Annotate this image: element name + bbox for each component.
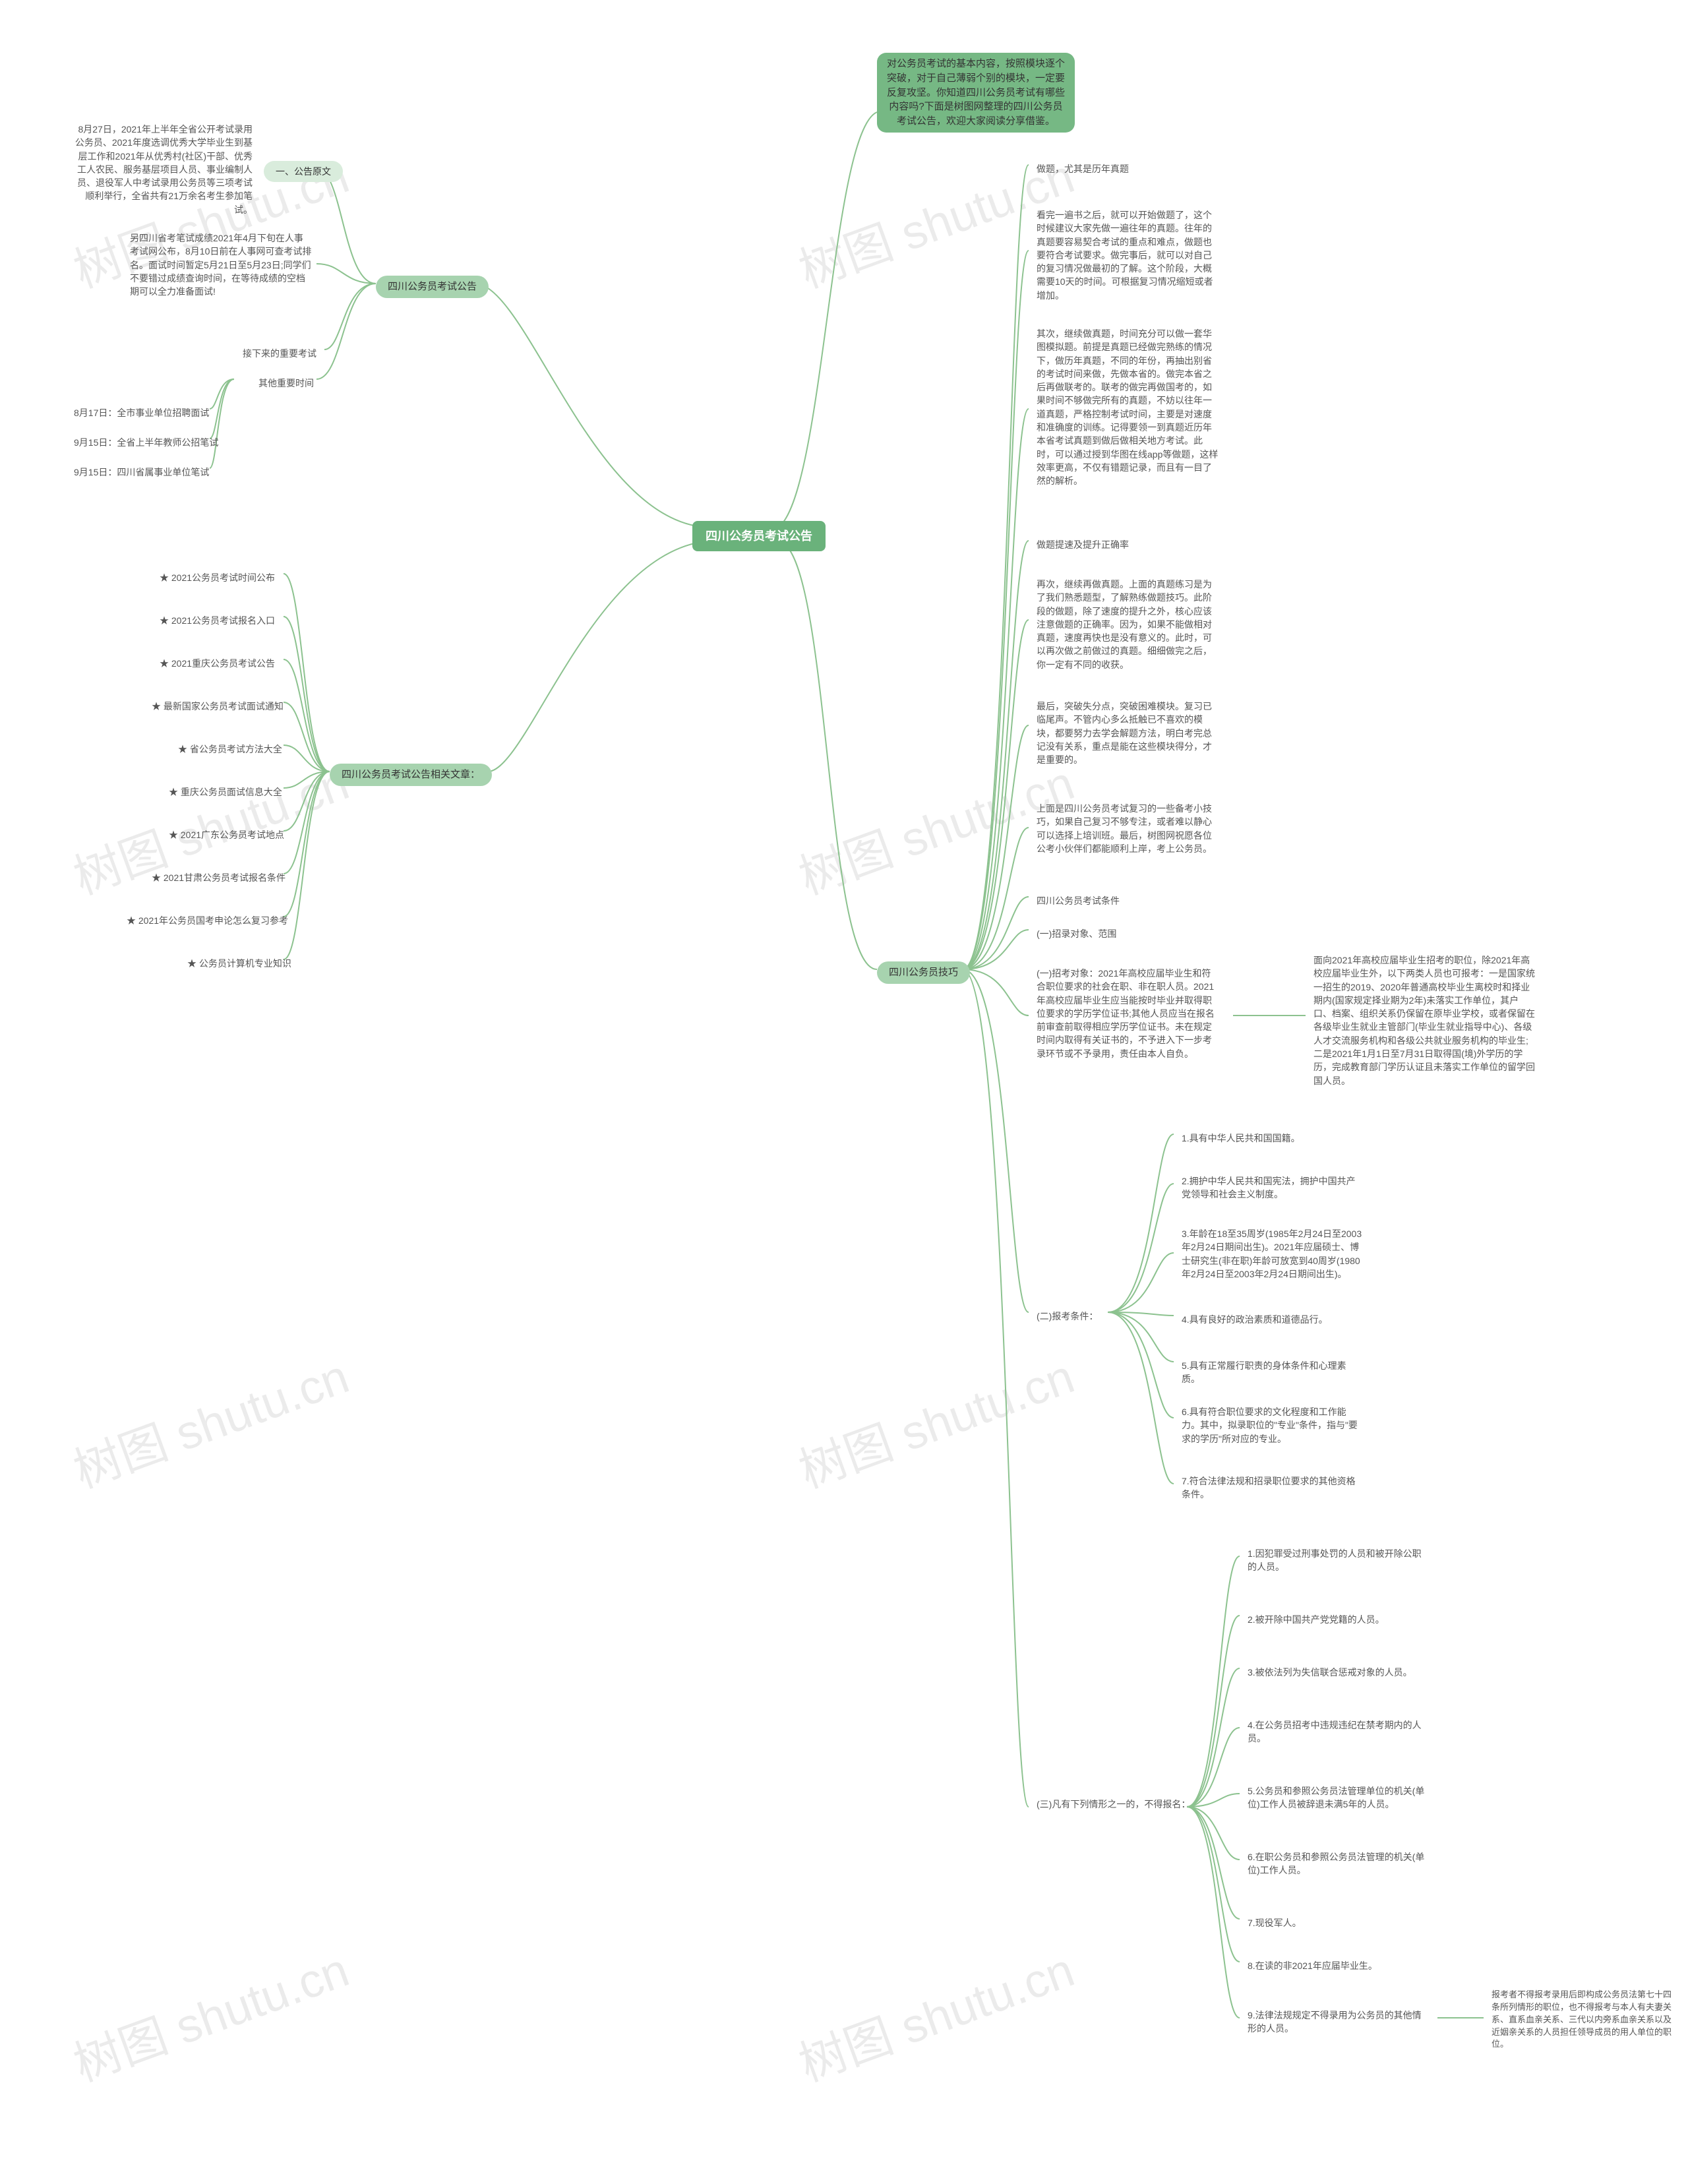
related-item: ★ 2021公务员考试报名入口 bbox=[152, 610, 283, 631]
tips-p8: 四川公务员考试条件 bbox=[1029, 890, 1128, 911]
tips-p4: 做题提速及提升正确率 bbox=[1029, 534, 1137, 555]
tips-p7: 上面是四川公务员考试复习的一些备考小技巧，如果自己复习不够专注，或者难以静心可以… bbox=[1029, 798, 1226, 859]
cond-item: 4.具有良好的政治素质和道德品行。 bbox=[1174, 1309, 1372, 1330]
branch-announce[interactable]: 四川公务员考试公告 bbox=[376, 276, 489, 298]
tips-p1: 做题，尤其是历年真题 bbox=[1029, 158, 1137, 179]
intro-node[interactable]: 对公务员考试的基本内容，按照模块逐个突破，对于自己薄弱个别的模块，一定要反复攻坚… bbox=[877, 53, 1075, 133]
forbid-side: 报考者不得报考录用后即构成公务员法第七十四条所列情形的职位，也不得报考与本人有夫… bbox=[1484, 1985, 1681, 2055]
watermark: 树图 shutu.cn bbox=[788, 1338, 1082, 1502]
related-item: ★ 2021甘肃公务员考试报名条件 bbox=[144, 867, 293, 888]
cond-item: 2.拥护中华人民共和国宪法，拥护中国共产党领导和社会主义制度。 bbox=[1174, 1170, 1372, 1205]
watermark: 树图 shutu.cn bbox=[788, 1931, 1082, 2095]
related-item: ★ 2021公务员考试时间公布 bbox=[152, 567, 283, 588]
tips-p2: 看完一遍书之后，就可以开始做题了，这个时候建议大家先做一遍往年的真题。往年的真题… bbox=[1029, 204, 1226, 306]
related-item: ★ 2021广东公务员考试地点 bbox=[161, 824, 292, 845]
forbid-item: 7.现役军人。 bbox=[1240, 1912, 1437, 1933]
announce-other-time: 其他重要时间 bbox=[251, 373, 322, 394]
tips-p9: (一)招录对象、范围 bbox=[1029, 923, 1124, 944]
tips-p5: 再次，继续再做真题。上面的真题练习是为了我们熟悉题型，了解熟练做题技巧。此阶段的… bbox=[1029, 574, 1226, 675]
related-item: ★ 公务员计算机专业知识 bbox=[179, 953, 299, 974]
forbid-item: 2.被开除中国共产党党籍的人员。 bbox=[1240, 1609, 1437, 1630]
related-item: ★ 2021年公务员国考申论怎么复习参考 bbox=[119, 910, 296, 931]
related-item: ★ 2021重庆公务员考试公告 bbox=[152, 653, 283, 674]
root-node[interactable]: 四川公务员考试公告 bbox=[692, 521, 826, 551]
related-item: ★ 最新国家公务员考试面试通知 bbox=[144, 696, 291, 717]
mindmap-canvas: 树图 shutu.cn 树图 shutu.cn 树图 shutu.cn 树图 s… bbox=[0, 0, 1688, 2184]
forbid-item: 9.法律法规规定不得录用为公务员的其他情形的人员。 bbox=[1240, 2005, 1437, 2040]
announce-leaf: 9月15日：四川省属事业单位笔试 bbox=[66, 462, 217, 483]
announce-original-text: 8月27日，2021年上半年全省公开考试录用公务员、2021年度选调优秀大学毕业… bbox=[63, 119, 260, 220]
tips-p3: 其次，继续做真题，时间充分可以做一套华图模拟题。前提是真题已经做完熟练的情况下，… bbox=[1029, 323, 1226, 492]
cond-item: 3.年龄在18至35周岁(1985年2月24日至2003年2月24日期间出生)。… bbox=[1174, 1223, 1372, 1285]
forbid-item: 6.在职公务员和参照公务员法管理的机关(单位)工作人员。 bbox=[1240, 1846, 1437, 1881]
tips-cond-header: (二)报考条件： bbox=[1029, 1306, 1106, 1327]
forbid-item: 1.因犯罪受过刑事处罚的人员和被开除公职的人员。 bbox=[1240, 1543, 1437, 1578]
watermark: 树图 shutu.cn bbox=[63, 1338, 357, 1502]
announce-schedule-text: 另四川省考笔试成绩2021年4月下旬在人事考试网公布，8月10日前在人事网可查考… bbox=[122, 228, 320, 302]
branch-tips[interactable]: 四川公务员技巧 bbox=[877, 961, 970, 984]
tips-p6: 最后，突破失分点，突破困难模块。复习已临尾声。不管内心多么抵触已不喜欢的模块，都… bbox=[1029, 696, 1226, 770]
cond-item: 5.具有正常履行职责的身体条件和心理素质。 bbox=[1174, 1355, 1372, 1390]
announce-leaf: 8月17日：全市事业单位招聘面试 bbox=[66, 402, 217, 423]
announce-next-exam: 接下来的重要考试 bbox=[235, 343, 324, 364]
tips-scope-side: 面向2021年高校应届毕业生招考的职位，除2021年高校应届毕业生外，以下两类人… bbox=[1306, 950, 1543, 1091]
related-item: ★ 省公务员考试方法大全 bbox=[170, 739, 290, 760]
forbid-item: 8.在读的非2021年应届毕业生。 bbox=[1240, 1955, 1437, 1976]
branch-related[interactable]: 四川公务员考试公告相关文章： bbox=[330, 764, 492, 786]
related-item: ★ 重庆公务员面试信息大全 bbox=[161, 781, 290, 803]
announce-leaf: 9月15日：全省上半年教师公招笔试 bbox=[66, 432, 226, 453]
cond-item: 7.符合法律法规和招录职位要求的其他资格条件。 bbox=[1174, 1471, 1372, 1505]
forbid-item: 5.公务员和参照公务员法管理单位的机关(单位)工作人员被辞退未满5年的人员。 bbox=[1240, 1780, 1437, 1815]
tips-scope: (一)招考对象：2021年高校应届毕业生和符合职位要求的社会在职、非在职人员。2… bbox=[1029, 963, 1226, 1064]
announce-sub-original[interactable]: 一、公告原文 bbox=[264, 161, 343, 182]
cond-item: 1.具有中华人民共和国国籍。 bbox=[1174, 1128, 1372, 1149]
watermark: 树图 shutu.cn bbox=[63, 1931, 357, 2095]
cond-item: 6.具有符合职位要求的文化程度和工作能力。其中，拟录职位的"专业"条件，指与"要… bbox=[1174, 1401, 1372, 1449]
forbid-item: 4.在公务员招考中违规违纪在禁考期内的人员。 bbox=[1240, 1714, 1437, 1749]
forbid-item: 3.被依法列为失信联合惩戒对象的人员。 bbox=[1240, 1662, 1437, 1683]
tips-forbid-header: (三)凡有下列情形之一的，不得报名： bbox=[1029, 1794, 1200, 1815]
